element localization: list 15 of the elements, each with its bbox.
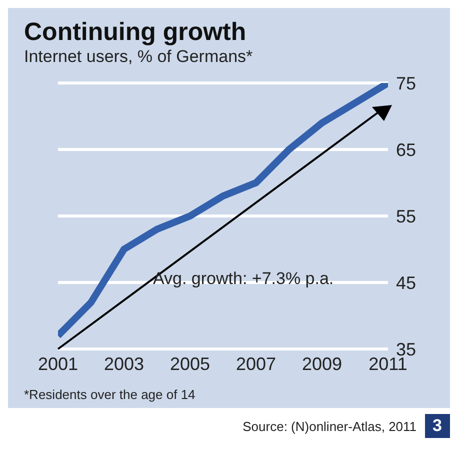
x-tick-label: 2009 — [302, 354, 342, 374]
y-tick-label: 65 — [396, 140, 416, 160]
chart-subtitle: Internet users, % of Germans* — [23, 47, 254, 67]
chart-title: Continuing growth — [23, 18, 248, 47]
text: *Residents over the age of 14 — [23, 387, 196, 402]
x-tick-label: 2005 — [170, 354, 210, 374]
source-note: Source: (N)onliner-Atlas, 2011 — [242, 418, 417, 434]
x-tick-label: 2007 — [236, 354, 276, 374]
y-tick-label: 75 — [396, 73, 416, 94]
y-tick-label: 55 — [396, 206, 416, 226]
y-tick-label: 45 — [396, 272, 416, 293]
x-tick-label: 2001 — [38, 354, 78, 374]
annotation: Avg. growth: +7.3% p.a. — [153, 269, 334, 289]
text: 3 — [424, 414, 450, 438]
x-tick-label: 2003 — [104, 354, 144, 374]
